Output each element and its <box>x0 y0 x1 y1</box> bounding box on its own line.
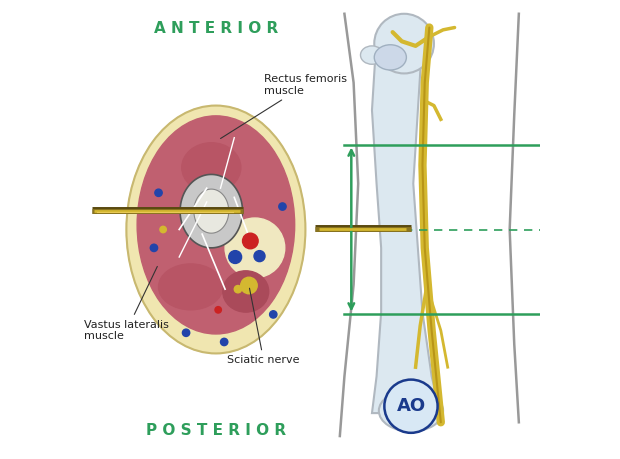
Circle shape <box>150 244 157 252</box>
Ellipse shape <box>360 46 383 64</box>
Text: Vastus lateralis
muscle: Vastus lateralis muscle <box>84 266 169 341</box>
Polygon shape <box>180 174 242 248</box>
Circle shape <box>241 277 257 294</box>
Circle shape <box>234 285 242 293</box>
Circle shape <box>270 311 277 318</box>
Circle shape <box>384 380 438 433</box>
Ellipse shape <box>225 218 285 278</box>
Circle shape <box>242 233 258 249</box>
Ellipse shape <box>159 264 223 310</box>
Ellipse shape <box>374 45 406 70</box>
Circle shape <box>221 338 228 346</box>
Ellipse shape <box>374 14 434 73</box>
Text: A N T E R I O R: A N T E R I O R <box>154 21 278 36</box>
Text: Sciatic nerve: Sciatic nerve <box>228 288 300 365</box>
Ellipse shape <box>182 143 241 192</box>
Polygon shape <box>194 189 229 233</box>
Circle shape <box>279 203 286 210</box>
Circle shape <box>229 251 242 263</box>
Ellipse shape <box>126 106 306 353</box>
Circle shape <box>155 189 162 196</box>
Circle shape <box>215 307 221 313</box>
Ellipse shape <box>223 271 268 312</box>
Ellipse shape <box>137 116 294 334</box>
Text: P O S T E R I O R: P O S T E R I O R <box>146 423 286 438</box>
Text: AO: AO <box>396 397 425 415</box>
Circle shape <box>254 251 265 262</box>
Circle shape <box>182 329 190 336</box>
Circle shape <box>160 226 166 233</box>
Text: Rectus femoris
muscle: Rectus femoris muscle <box>221 74 347 139</box>
Polygon shape <box>372 37 441 413</box>
Ellipse shape <box>379 390 443 431</box>
